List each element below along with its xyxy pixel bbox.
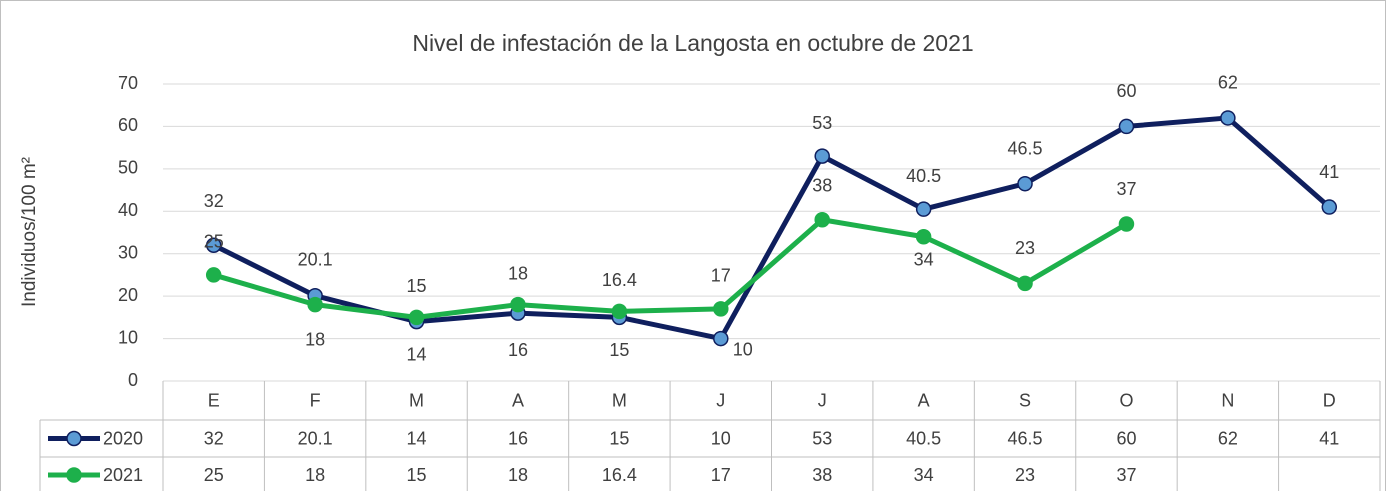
table-cell: 60: [1116, 428, 1136, 448]
y-tick-label: 60: [118, 115, 138, 135]
data-label: 20.1: [298, 249, 333, 269]
data-point: [713, 301, 729, 317]
data-label: 16.4: [602, 270, 637, 290]
data-label: 15: [407, 276, 427, 296]
y-tick-label: 0: [128, 370, 138, 390]
data-label: 40.5: [906, 166, 941, 186]
data-point: [915, 201, 932, 217]
data-label: 34: [914, 249, 934, 269]
table-cell: 41: [1319, 428, 1339, 448]
data-label: 62: [1218, 73, 1238, 93]
table-cell: 10: [711, 428, 731, 448]
data-label: 25: [204, 232, 224, 252]
data-point: [1220, 110, 1236, 126]
y-tick-label: 10: [118, 327, 138, 347]
data-label: 41: [1319, 162, 1339, 182]
data-label: 10: [733, 339, 753, 359]
data-point: [1118, 118, 1135, 135]
x-tick-label: F: [310, 390, 321, 410]
data-label: 14: [407, 344, 427, 364]
table-cell: 23: [1015, 465, 1035, 485]
data-label: 18: [305, 329, 325, 349]
series-line: [213, 217, 1128, 320]
table-cell: 20.1: [298, 428, 333, 448]
table-cell: 34: [914, 465, 934, 485]
y-tick-label: 30: [118, 242, 138, 262]
table-cell: 16: [508, 428, 528, 448]
x-tick-label: A: [512, 390, 524, 410]
x-tick-label: E: [208, 390, 220, 410]
table-cell: 18: [305, 465, 325, 485]
x-tick-label: S: [1019, 390, 1031, 410]
table-cell: 62: [1218, 428, 1238, 448]
x-tick-label: N: [1221, 390, 1234, 410]
y-tick-label: 20: [118, 285, 138, 305]
data-point: [611, 303, 628, 320]
legend-label: 2020: [103, 428, 143, 448]
data-label: 37: [1116, 179, 1136, 199]
x-tick-label: D: [1323, 390, 1336, 410]
y-tick-label: 40: [118, 200, 138, 220]
data-label: 23: [1015, 238, 1035, 258]
table-cell: 37: [1116, 465, 1136, 485]
table-cell: 38: [812, 465, 832, 485]
data-point: [814, 148, 830, 164]
x-tick-label: J: [818, 390, 827, 410]
y-tick-label: 70: [118, 73, 138, 93]
data-point: [1017, 175, 1033, 192]
x-tick-label: J: [716, 390, 725, 410]
legend-label: 2021: [103, 465, 143, 485]
table-cell: 25: [204, 465, 224, 485]
data-point: [915, 228, 932, 245]
data-point: [814, 212, 830, 228]
data-label: 60: [1116, 81, 1136, 101]
data-label: 32: [204, 191, 224, 211]
data-point: [408, 309, 425, 326]
y-axis-label: Individuos/100 m²: [19, 157, 40, 307]
legend-marker: [66, 430, 82, 447]
data-point: [1321, 199, 1338, 215]
data-label: 15: [609, 340, 629, 360]
x-tick-label: O: [1119, 390, 1133, 410]
data-label: 18: [508, 263, 528, 283]
data-point: [1017, 275, 1033, 292]
chart-title: Nivel de infestación de la Langosta en o…: [412, 30, 973, 56]
data-point: [205, 267, 222, 283]
data-point: [510, 296, 526, 313]
data-point: [713, 330, 729, 347]
table-cell: 40.5: [906, 428, 941, 448]
data-point: [1118, 216, 1135, 232]
x-tick-label: M: [409, 390, 424, 410]
table-cell: 15: [609, 428, 629, 448]
x-tick-label: A: [918, 390, 930, 410]
legend-marker: [66, 467, 82, 483]
data-label: 46.5: [1008, 138, 1043, 158]
data-point: [307, 296, 323, 313]
data-label: 38: [812, 176, 832, 196]
table-cell: 18: [508, 465, 528, 485]
table-cell: 46.5: [1008, 428, 1043, 448]
table-cell: 53: [812, 428, 832, 448]
table-cell: 16.4: [602, 465, 637, 485]
table-cell: 15: [407, 465, 427, 485]
table-cell: 32: [204, 428, 224, 448]
data-label: 53: [812, 113, 832, 133]
y-tick-label: 50: [118, 158, 138, 178]
data-label: 16: [508, 340, 528, 360]
table-cell: 14: [407, 428, 427, 448]
data-point: [205, 237, 222, 253]
data-label: 17: [711, 266, 731, 286]
table-cell: 17: [711, 465, 731, 485]
x-tick-label: M: [612, 390, 627, 410]
